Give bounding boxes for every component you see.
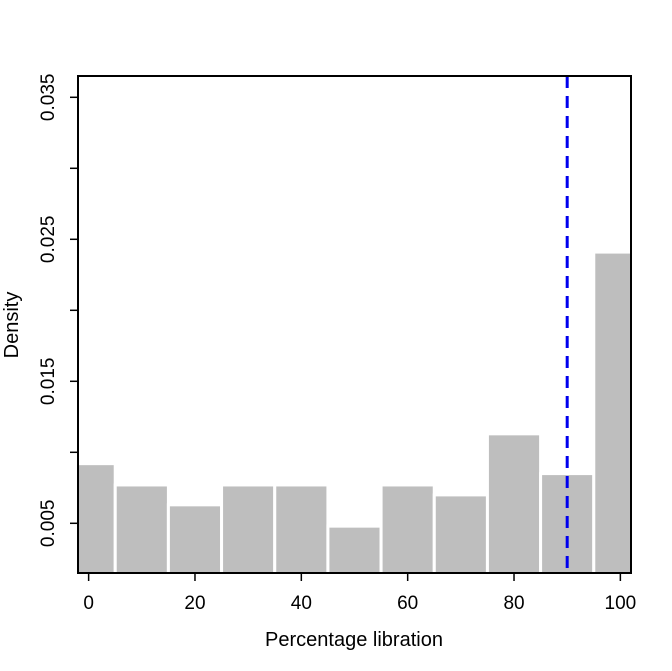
x-tick-label: 60 (397, 593, 418, 614)
histogram-bars (78, 250, 631, 573)
histogram-bar (166, 503, 224, 573)
x-tick-label: 40 (291, 593, 312, 614)
y-axis-label: Density (1, 292, 23, 359)
histogram-bar (326, 524, 383, 573)
y-tick-label: 0.015 (38, 358, 59, 406)
plot-frame (77, 75, 632, 574)
histogram-bar (113, 483, 170, 573)
histogram-bar (379, 483, 436, 573)
histogram-bar (78, 462, 117, 573)
x-axis: 0 20 40 60 80 100 (83, 573, 636, 614)
histogram-bar (273, 483, 330, 573)
histogram-bar (220, 483, 277, 573)
y-tick-label: 0.025 (38, 216, 59, 264)
x-axis-label: Percentage libration (265, 629, 443, 651)
histogram-bar (432, 493, 489, 573)
y-axis: 0.005 0.015 0.025 0.035 (38, 74, 78, 548)
histogram-bar (592, 250, 631, 573)
y-tick-label: 0.035 (38, 74, 59, 122)
histogram-bar (485, 432, 543, 573)
x-tick-label: 100 (605, 593, 637, 614)
x-tick-label: 0 (83, 593, 94, 614)
x-tick-label: 20 (184, 593, 205, 614)
x-tick-label: 80 (503, 593, 524, 614)
y-tick-label: 0.005 (38, 500, 59, 548)
